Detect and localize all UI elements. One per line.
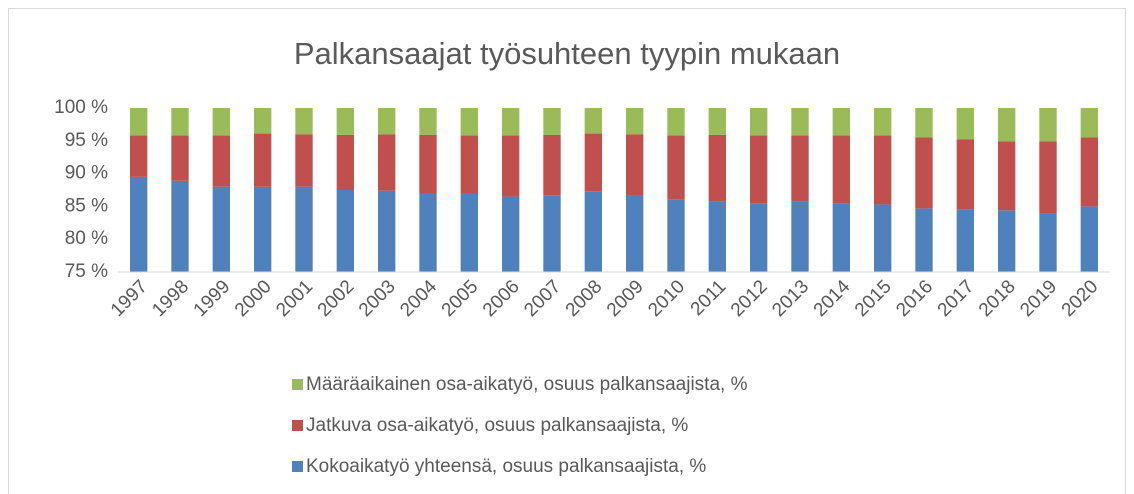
bar-segment	[956, 209, 975, 272]
bar-segment	[419, 134, 437, 194]
bar-segment	[501, 108, 520, 136]
bar-segment	[129, 108, 148, 136]
bar-segment	[377, 108, 396, 135]
bar-segment	[625, 108, 644, 135]
bar-segment	[708, 134, 727, 202]
bar-segment	[708, 108, 727, 135]
bar-segment	[997, 141, 1016, 211]
bar-segment	[749, 135, 768, 204]
y-tick-label: 85 %	[65, 195, 108, 216]
bar-segment	[584, 191, 603, 272]
bar-segment	[832, 203, 851, 272]
bar-segment	[543, 195, 561, 272]
bar-segment	[873, 204, 892, 272]
bar-segment	[873, 108, 892, 136]
bar-segment	[791, 201, 809, 272]
bar-segment	[543, 108, 561, 135]
y-tick-label: 80 %	[65, 228, 108, 249]
bar-segment	[212, 108, 231, 136]
legend-label: Jatkuva osa-aikatyö, osuus palkansaajist…	[306, 415, 688, 436]
bar-segment	[171, 180, 189, 272]
bar-segment	[956, 139, 975, 210]
bar-segment	[915, 108, 933, 138]
bar-segment	[873, 135, 892, 205]
bar-segment	[253, 133, 272, 187]
bar-segment	[791, 108, 809, 136]
legend-swatch	[292, 379, 303, 390]
bar-segment	[295, 108, 313, 135]
bar-segment	[295, 134, 313, 187]
bar-segment	[336, 108, 355, 135]
bar-segment	[997, 210, 1016, 272]
legend-swatch	[292, 461, 303, 472]
bar-segment	[667, 108, 685, 136]
bar-segment	[336, 134, 355, 190]
bar-segment	[253, 108, 272, 134]
y-tick-label: 75 %	[65, 261, 108, 282]
chart-border	[8, 8, 1126, 494]
bar-segment	[129, 176, 148, 272]
bar-segment	[584, 133, 603, 192]
legend-label: Määräaikainen osa-aikatyö, osuus palkans…	[306, 374, 748, 395]
bar-segment	[832, 135, 851, 204]
bar-segment	[832, 108, 851, 136]
bar-segment	[295, 186, 313, 272]
bar-segment	[667, 135, 685, 200]
bar-segment	[460, 135, 479, 194]
bar-segment	[212, 186, 231, 272]
legend-swatch	[292, 420, 303, 431]
bar-segment	[253, 186, 272, 272]
bar-segment	[377, 134, 396, 191]
bar-segment	[419, 193, 437, 272]
bar-segment	[791, 135, 809, 202]
bar-segment	[625, 195, 644, 272]
bar-segment	[419, 108, 437, 135]
bar-segment	[997, 108, 1016, 142]
bar-segment	[460, 193, 479, 272]
legend-label: Kokoaikatyö yhteensä, osuus palkansaajis…	[306, 456, 706, 477]
bar-segment	[1080, 206, 1099, 272]
bar-segment	[1039, 108, 1057, 142]
bar-segment	[1080, 108, 1099, 138]
bar-segment	[1080, 137, 1099, 207]
bar-segment	[1039, 141, 1057, 214]
bar-segment	[460, 108, 479, 136]
bar-segment	[749, 203, 768, 272]
bar-segment	[915, 208, 933, 272]
bar-segment	[1039, 213, 1057, 272]
bar-segment	[212, 135, 231, 187]
bar-segment	[171, 135, 189, 181]
bar-segment	[336, 190, 355, 272]
bar-segment	[584, 108, 603, 134]
bar-segment	[501, 135, 520, 197]
chart-title: Palkansaajat työsuhteen tyypin mukaan	[294, 36, 840, 71]
bar-segment	[377, 190, 396, 272]
bar-segment	[708, 201, 727, 272]
bar-segment	[129, 135, 148, 177]
bar-segment	[749, 108, 768, 136]
bar-segment	[625, 134, 644, 196]
bar-segment	[956, 108, 975, 140]
y-tick-label: 100 %	[54, 97, 108, 118]
y-tick-label: 95 %	[65, 130, 108, 151]
bar-segment	[915, 137, 933, 209]
bar-segment	[667, 199, 685, 272]
bar-segment	[501, 196, 520, 272]
y-tick-label: 90 %	[65, 163, 108, 184]
bar-segment	[543, 134, 561, 196]
bar-segment	[171, 108, 189, 136]
